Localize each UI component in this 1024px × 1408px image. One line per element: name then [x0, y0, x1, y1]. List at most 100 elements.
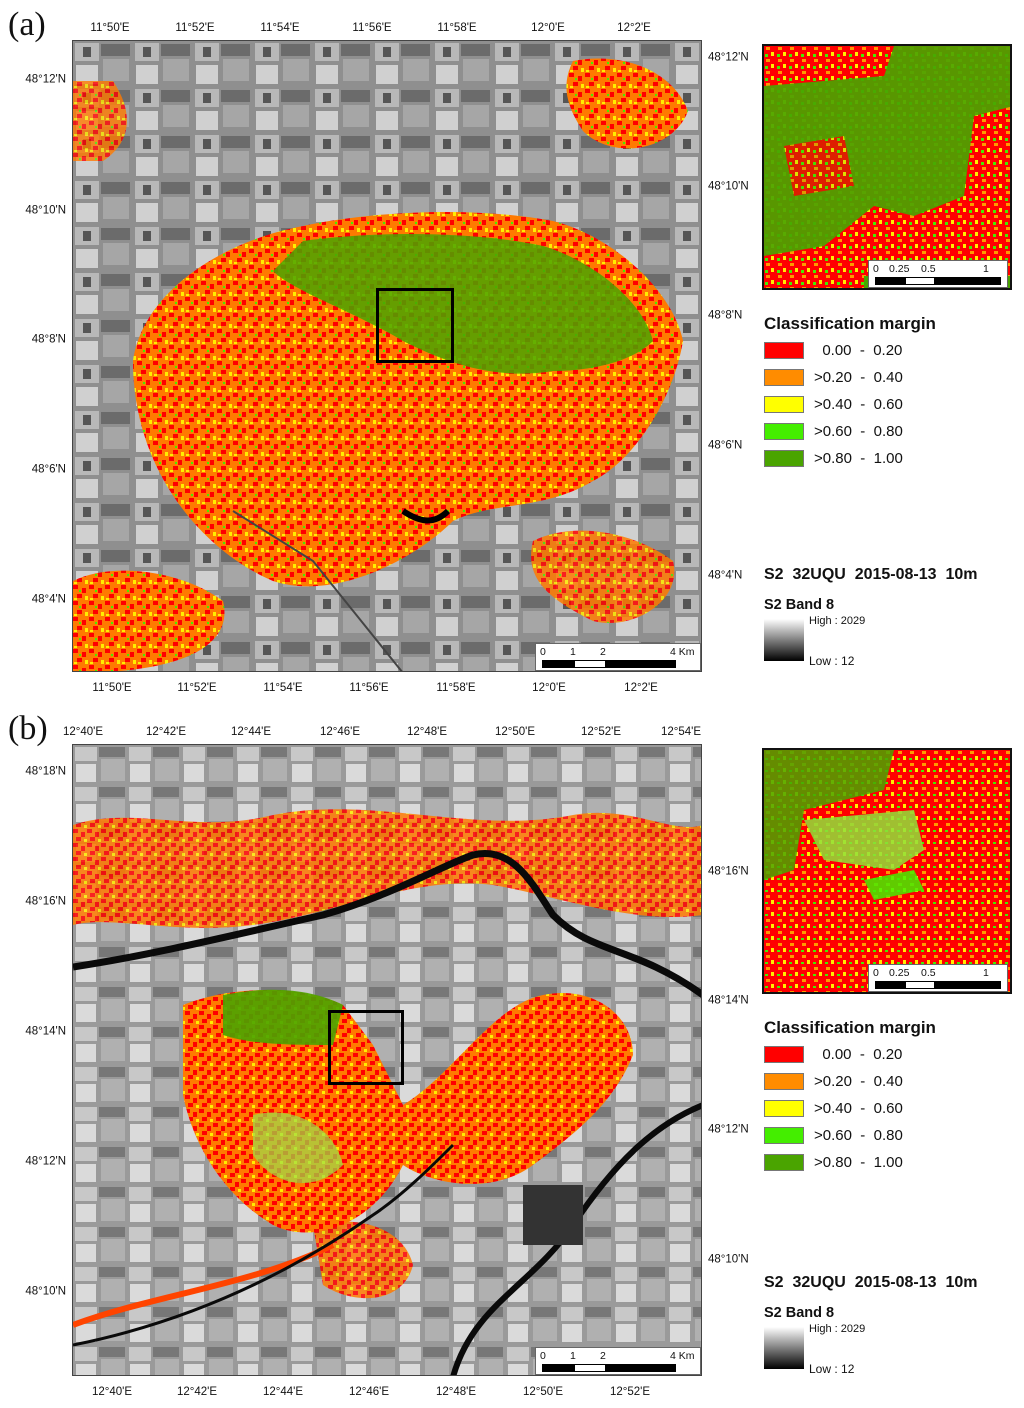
legend-swatch	[764, 1153, 804, 1171]
lon-tick-bottom: 12°52'E	[609, 1386, 651, 1398]
legend-item: >0.60 - 0.80	[764, 422, 903, 440]
lat-tick-left: 48°10'N	[25, 204, 66, 217]
legend-item: >0.40 - 0.60	[764, 1099, 903, 1117]
lon-tick-bottom: 12°2'E	[624, 682, 658, 694]
band-title: S2 Band 8	[764, 597, 835, 613]
legend-item: >0.80 - 1.00	[764, 449, 903, 467]
legend-swatch	[764, 1099, 804, 1117]
gradient-low-label: Low : 12	[809, 654, 855, 668]
scale-label: 0	[540, 1350, 546, 1362]
lat-tick-left: 48°14'N	[25, 1025, 66, 1038]
lon-tick-bottom: 12°40'E	[91, 1386, 133, 1398]
zoom-extent-box	[376, 288, 454, 363]
lat-tick-left: 48°10'N	[25, 1285, 66, 1298]
legend-label: >0.80 - 1.00	[814, 449, 903, 467]
lon-tick-bottom: 12°46'E	[348, 1386, 390, 1398]
lon-tick-bottom: 12°50'E	[522, 1386, 564, 1398]
scale-label: 0	[540, 646, 546, 658]
legend-swatch	[764, 395, 804, 413]
lon-tick-bottom: 12°42'E	[176, 1386, 218, 1398]
legend-label: >0.80 - 1.00	[814, 1153, 903, 1171]
lat-tick-left: 48°12'N	[25, 73, 66, 86]
legend-label: >0.60 - 0.80	[814, 422, 903, 440]
lon-tick-top: 11°52'E	[175, 22, 215, 34]
lat-tick-right: 48°16'N	[708, 865, 749, 878]
satellite-map-image	[73, 745, 701, 1375]
inset-map[interactable]: 0 0.25 0.5 1 Km	[762, 44, 1012, 290]
lon-tick-top: 12°0'E	[531, 22, 565, 34]
lat-tick-right: 48°4'N	[708, 569, 743, 582]
lat-tick-right: 48°6'N	[708, 439, 743, 452]
lon-tick-bottom: 11°54'E	[263, 682, 303, 694]
scale-label: 4 Km	[670, 646, 695, 658]
legend-swatch	[764, 422, 804, 440]
map-scale-bar: 0 1 2 4 Km	[535, 643, 701, 671]
legend-title: Classification margin	[764, 1018, 936, 1037]
legend-label: 0.00 - 0.20	[814, 1045, 903, 1063]
legend-title: Classification margin	[764, 314, 936, 333]
lon-tick-top: 11°50'E	[90, 22, 130, 34]
lat-tick-right: 48°10'N	[708, 180, 749, 193]
lat-tick-left: 48°6'N	[31, 463, 66, 476]
lon-tick-top: 11°56'E	[352, 22, 392, 34]
lat-tick-left: 48°4'N	[31, 593, 66, 606]
lat-tick-left: 48°18'N	[25, 765, 66, 778]
lat-tick-right: 48°12'N	[708, 1123, 749, 1136]
legend-item: 0.00 - 0.20	[764, 1045, 902, 1063]
band-gradient	[764, 1327, 804, 1369]
zoom-extent-box	[328, 1010, 404, 1085]
main-map[interactable]: 0 1 2 4 Km	[72, 40, 702, 672]
legend-item: >0.20 - 0.40	[764, 368, 903, 386]
scale-segments	[542, 1364, 676, 1372]
scale-segments	[875, 981, 1001, 989]
lon-tick-bottom: 11°50'E	[92, 682, 132, 694]
scale-label: 2	[600, 1350, 606, 1362]
scale-segments	[875, 277, 1001, 285]
inset-map-image	[764, 46, 1010, 288]
panel-letter: (a)	[8, 6, 46, 43]
lat-tick-left: 48°16'N	[25, 895, 66, 908]
scale-label: 0	[873, 967, 879, 979]
legend-label: >0.20 - 0.40	[814, 1072, 903, 1090]
scale-label: 0.5	[921, 967, 936, 979]
legend-swatch	[764, 1072, 804, 1090]
lon-tick-top: 12°48'E	[406, 726, 448, 738]
scale-label: 0.25	[889, 967, 910, 979]
lat-tick-left: 48°12'N	[25, 1155, 66, 1168]
gradient-high-label: High : 2029	[809, 1323, 866, 1335]
main-map[interactable]: 0 1 2 4 Km	[72, 744, 702, 1376]
image-info-title: S2 32UQU 2015-08-13 10m	[764, 566, 978, 583]
legend-item: 0.00 - 0.20	[764, 341, 902, 359]
legend-swatch	[764, 449, 804, 467]
lon-tick-top: 12°50'E	[494, 726, 536, 738]
lon-tick-top: 12°46'E	[319, 726, 361, 738]
inset-scale-bar: 0 0.25 0.5 1 Km	[868, 964, 1008, 992]
lon-tick-bottom: 12°44'E	[262, 1386, 304, 1398]
legend-label: >0.60 - 0.80	[814, 1126, 903, 1144]
scale-label: 2	[600, 646, 606, 658]
legend-label: 0.00 - 0.20	[814, 341, 903, 359]
legend-item: >0.20 - 0.40	[764, 1072, 903, 1090]
legend-label: >0.40 - 0.60	[814, 395, 903, 413]
lon-tick-bottom: 11°56'E	[349, 682, 389, 694]
gradient-high-label: High : 2029	[809, 615, 866, 627]
lat-tick-right: 48°10'N	[708, 1253, 749, 1266]
gradient-low-label: Low : 12	[809, 1362, 855, 1376]
scale-label: 1	[570, 1350, 576, 1362]
scale-label: 0.25	[889, 263, 910, 275]
inset-map[interactable]: 0 0.25 0.5 1 Km	[762, 748, 1012, 994]
lon-tick-top: 12°42'E	[145, 726, 187, 738]
panel-b: (b) 12°40'E 12°42'E 12°44'E 12°46'E 12°4…	[0, 704, 1024, 1404]
lon-tick-top: 12°2'E	[617, 22, 651, 34]
band-title: S2 Band 8	[764, 1305, 835, 1321]
lon-tick-top: 11°54'E	[260, 22, 300, 34]
lon-tick-top: 12°52'E	[580, 726, 622, 738]
scale-label: 1	[570, 646, 576, 658]
lon-tick-top: 12°54'E	[660, 726, 702, 738]
lon-tick-bottom: 11°58'E	[436, 682, 476, 694]
lat-tick-right: 48°8'N	[708, 309, 743, 322]
scale-segments	[542, 660, 676, 668]
legend-label: >0.20 - 0.40	[814, 368, 903, 386]
lon-tick-top: 12°40'E	[62, 726, 104, 738]
legend-item: >0.80 - 1.00	[764, 1153, 903, 1171]
